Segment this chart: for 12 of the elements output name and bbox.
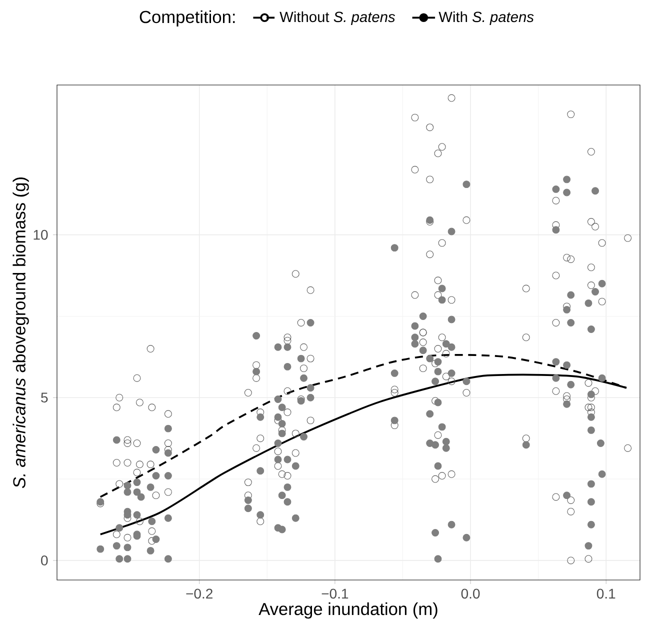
legend-title: Competition: bbox=[140, 10, 235, 27]
x-tick-label: 0.1 bbox=[596, 588, 616, 599]
y-tick-label: 5 bbox=[41, 392, 48, 403]
x-axis-title: Average inundation (m) bbox=[258, 602, 438, 619]
legend-label: Without S. patens bbox=[280, 11, 396, 26]
y-axis-title: S. americanus aboveground biomass (g) bbox=[12, 178, 29, 488]
legend-label: With S. patens bbox=[438, 11, 534, 26]
x-tick-label: 0.0 bbox=[461, 588, 480, 599]
x-tick-label: −0.1 bbox=[322, 588, 348, 599]
y-tick-label: 0 bbox=[41, 556, 48, 566]
y-tick-label: 10 bbox=[34, 230, 48, 240]
x-tick-label: −0.2 bbox=[186, 588, 212, 599]
